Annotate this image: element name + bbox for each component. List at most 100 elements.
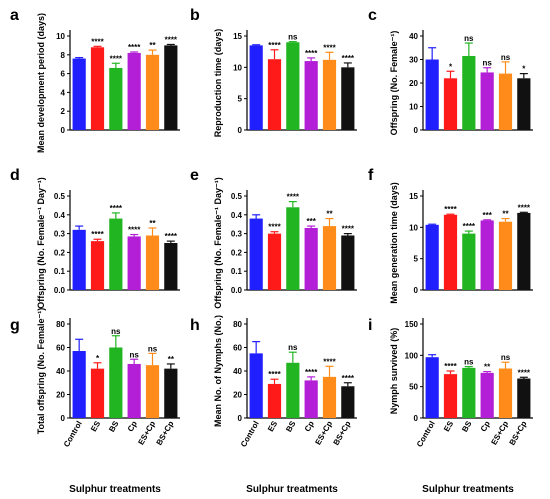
category-label: Cp [479,419,492,433]
y-tick-label: 30 [409,56,418,65]
bar [462,55,476,130]
y-tick-label: 20 [56,391,65,400]
y-tick-label: 6 [61,70,66,79]
significance-label: ns [464,34,474,43]
y-axis-label: Mean generation time (days) [389,182,399,304]
significance-label: **** [518,203,531,212]
y-tick-label: 0.1 [231,267,243,276]
category-label: ES [442,419,455,433]
y-tick-label: 0 [414,126,419,135]
y-tick-label: 10 [409,223,418,232]
significance-label: **** [268,41,281,50]
bar [425,59,439,130]
significance-label: ** [149,41,156,50]
y-axis-label: Offspring (No. Female⁻¹ Day⁻¹) [36,177,46,309]
y-axis-label: Offspring (No. Female⁻¹) [389,31,399,136]
bar [90,368,105,418]
bar [304,227,318,290]
panel-letter: e [190,167,199,184]
significance-label: ns [464,358,474,367]
panel-i: i 0 50 100 150 Nymph survived (%) Control **** E… [368,317,533,495]
significance-label: **** [165,35,178,44]
y-axis-label: Mean No. of Nymphs (No.) [213,315,223,427]
bar [286,362,300,418]
bar [517,78,531,130]
significance-label: ns [501,53,511,62]
significance-label: ** [326,210,333,219]
x-axis-title: Sulphur treatments [246,484,338,495]
y-tick-label: 60 [56,344,65,353]
bar [249,45,263,130]
significance-label: ns [129,350,139,359]
y-axis-label: Nymph survived (%) [389,328,399,415]
bar [498,221,513,290]
y-tick-label: 10 [56,32,65,41]
y-tick-label: 150 [405,320,419,329]
y-tick-label: 2 [61,107,66,116]
category-label: ES [266,419,279,433]
bar [127,236,141,290]
y-tick-label: 20 [409,79,418,88]
y-tick-label: 40 [409,32,418,41]
y-tick-label: 40 [233,367,242,376]
bar [127,52,141,130]
significance-label: *** [482,211,492,220]
panel-a: a 0 2 4 6 8 10 Mean development period (days) **… [10,7,180,153]
y-tick-label: 0.5 [54,192,66,201]
y-tick-label: 60 [233,344,242,353]
category-label: Control [62,420,84,449]
bar [145,54,160,130]
significance-label: ** [502,210,509,219]
significance-label: ns [482,59,492,68]
bar [322,376,337,418]
bar [267,233,282,290]
significance-label: **** [91,37,104,46]
significance-label: ** [484,363,491,372]
panel-b: b 0 5 10 15 Reproduction time (days) **** ns ***… [190,7,357,137]
y-axis-label: Total offspring (No. Female⁻¹) [36,308,46,435]
y-tick-label: 0.3 [231,230,243,239]
category-label: BS+Cp [508,419,529,447]
panel-letter: c [368,7,377,24]
significance-label: ns [288,343,298,352]
category-label: Control [239,420,261,449]
significance-label: ** [168,355,175,364]
bar [286,42,300,131]
bar [145,235,160,290]
significance-label: **** [323,357,336,366]
y-tick-label: 5 [238,95,243,104]
category-label: BS [107,419,121,434]
significance-label: **** [110,204,123,213]
bar [498,368,513,418]
significance-label: **** [342,225,355,234]
bar [164,45,178,130]
bar [267,383,282,418]
y-tick-label: 50 [409,383,418,392]
y-tick-label: 15 [233,32,242,41]
x-axis-title: Sulphur treatments [69,484,161,495]
bar [443,78,458,130]
bar [109,347,123,418]
y-tick-label: 100 [405,351,419,360]
bar [341,235,355,290]
panel-letter: b [190,7,200,24]
bar [443,214,458,290]
y-tick-label: 0.2 [54,248,66,257]
bar [517,378,531,418]
panel-letter: a [10,7,19,24]
y-tick-label: 0.4 [54,211,66,220]
y-tick-label: 0 [61,126,66,135]
y-axis-label: Offspring (No. Female⁻¹ Day⁻¹) [213,177,223,309]
bar [480,372,494,418]
y-tick-label: 20 [233,391,242,400]
category-label: BS+Cp [332,419,353,447]
bar [443,374,458,418]
bar [322,226,337,290]
bar [90,241,105,290]
significance-label: **** [444,205,457,214]
y-tick-label: 0 [414,414,419,423]
category-label: BS [284,419,298,434]
significance-label: **** [305,49,318,58]
y-axis-label: Mean development period (days) [36,13,46,153]
bar [341,67,355,130]
